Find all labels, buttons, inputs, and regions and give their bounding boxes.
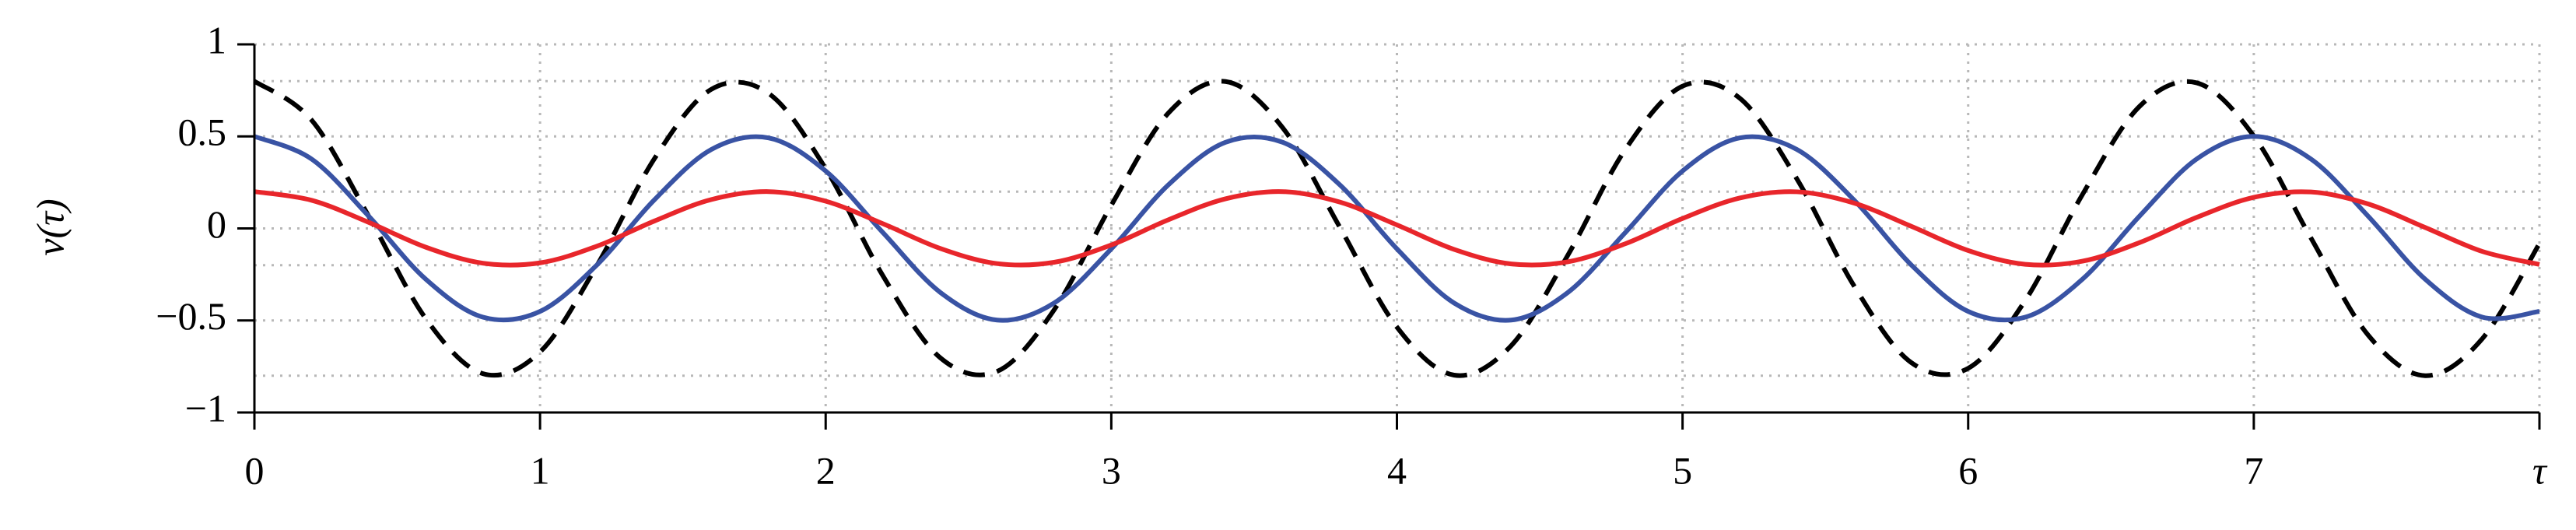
x-tick-label: 5 bbox=[1673, 448, 1692, 492]
series-line bbox=[254, 189, 2540, 268]
y-tick-label: −1 bbox=[185, 386, 226, 430]
x-tick-label: 3 bbox=[1102, 448, 1121, 492]
x-tick-label: 1 bbox=[531, 448, 550, 492]
x-tick-label: 6 bbox=[1958, 448, 1978, 492]
x-tick-label: 7 bbox=[2244, 448, 2263, 492]
series-line bbox=[253, 79, 2542, 378]
x-tick-label: 4 bbox=[1387, 448, 1407, 492]
y-tick-label: 0.5 bbox=[178, 111, 227, 154]
y-tick-label: 1 bbox=[207, 18, 226, 61]
x-tick-label: τ bbox=[2532, 448, 2548, 492]
y-tick-label: −0.5 bbox=[156, 294, 226, 338]
y-tick-label: 0 bbox=[207, 202, 226, 246]
x-tick-label: 0 bbox=[245, 448, 265, 492]
y-axis-label: v(τ) bbox=[28, 198, 72, 255]
x-tick-label: 2 bbox=[816, 448, 836, 492]
series-line bbox=[253, 134, 2540, 323]
